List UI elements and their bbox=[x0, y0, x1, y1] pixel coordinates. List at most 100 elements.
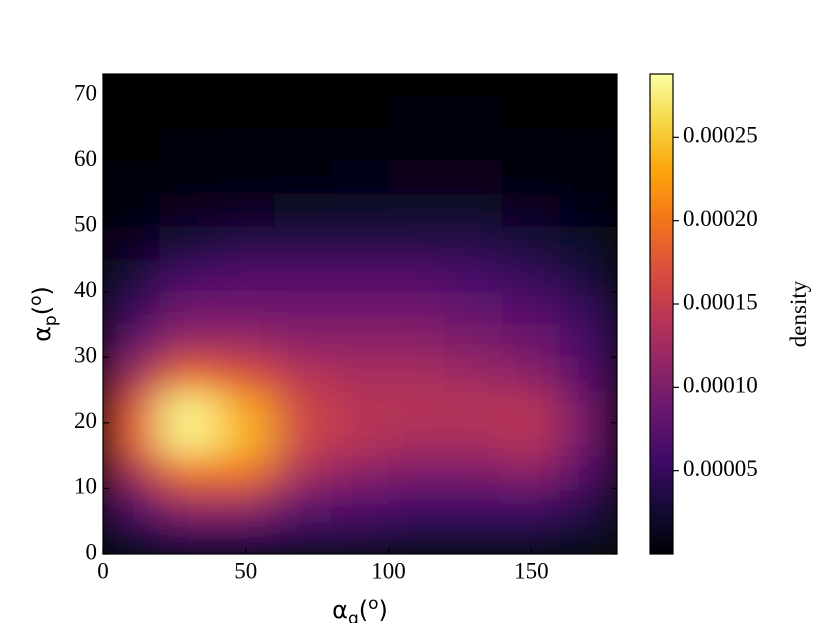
heatmap-cell bbox=[273, 160, 332, 194]
colorbar-tick-label: 0.00015 bbox=[683, 289, 758, 314]
y-tick-label: 60 bbox=[74, 146, 97, 171]
y-tick-label: 50 bbox=[74, 211, 97, 236]
heatmap-cell bbox=[388, 520, 447, 554]
heatmap-cell bbox=[216, 389, 275, 424]
heatmap-cell bbox=[445, 192, 504, 227]
heatmap-cell bbox=[502, 258, 561, 293]
heatmap-cell bbox=[159, 356, 218, 391]
heatmap-cell bbox=[159, 323, 218, 358]
heatmap-cell bbox=[388, 356, 447, 391]
heatmap-cell bbox=[559, 291, 617, 325]
heatmap-cell bbox=[330, 487, 390, 522]
heatmap-cell bbox=[216, 323, 275, 358]
heatmap-cell bbox=[559, 323, 617, 358]
x-label-paren: ( bbox=[359, 596, 368, 623]
heatmap-cell bbox=[388, 323, 447, 358]
heatmap-cell bbox=[330, 520, 390, 554]
heatmap-cell bbox=[330, 291, 390, 325]
heatmap-cell bbox=[103, 258, 161, 293]
heatmap-cell bbox=[559, 74, 617, 96]
y-tick-label: 20 bbox=[74, 408, 97, 433]
heatmap-cell bbox=[388, 127, 447, 162]
heatmap-cell bbox=[330, 258, 390, 293]
heatmap-cell bbox=[103, 74, 161, 96]
y-axis-label: αp(o) bbox=[26, 286, 61, 342]
heatmap-cell bbox=[330, 192, 390, 227]
heatmap-cell bbox=[330, 94, 390, 129]
heatmap-cell bbox=[559, 127, 617, 162]
heatmap-cell bbox=[216, 225, 275, 260]
heatmap-cell bbox=[103, 487, 161, 522]
heatmap-cell bbox=[445, 323, 504, 358]
heatmap-cell bbox=[103, 455, 161, 489]
x-tick-label: 150 bbox=[514, 558, 549, 583]
heatmap-cell bbox=[559, 422, 617, 457]
y-tick-label: 0 bbox=[86, 539, 98, 564]
heatmap-cell bbox=[330, 422, 390, 457]
colorbar-tick-label: 0.00010 bbox=[683, 373, 758, 398]
heatmap-cell bbox=[159, 74, 218, 96]
heatmap-cell bbox=[273, 225, 332, 260]
heatmap-cell bbox=[103, 192, 161, 227]
heatmap-cell bbox=[103, 356, 161, 391]
colorbar-tick-label: 0.00020 bbox=[683, 206, 758, 231]
heatmap-cell bbox=[273, 389, 332, 424]
heatmap-cell bbox=[273, 455, 332, 489]
heatmap-cell bbox=[159, 160, 218, 194]
heatmap-cell bbox=[330, 356, 390, 391]
heatmap-cells bbox=[103, 74, 617, 554]
heatmap-cell bbox=[559, 455, 617, 489]
heatmap-cell bbox=[559, 356, 617, 391]
heatmap-cell bbox=[502, 127, 561, 162]
heatmap-cell bbox=[216, 127, 275, 162]
heatmap-cell bbox=[330, 160, 390, 194]
heatmap bbox=[103, 74, 617, 554]
heatmap-cell bbox=[273, 356, 332, 391]
y-label-superscript: o bbox=[26, 295, 46, 305]
heatmap-cell bbox=[159, 225, 218, 260]
heatmap-cell bbox=[388, 160, 447, 194]
colorbar-tick-label: 0.00025 bbox=[683, 123, 758, 148]
colorbar bbox=[649, 73, 674, 555]
y-label-symbol: α bbox=[28, 326, 56, 342]
heatmap-cell bbox=[502, 323, 561, 358]
heatmap-cell bbox=[103, 127, 161, 162]
heatmap-cell bbox=[159, 487, 218, 522]
heatmap-cell bbox=[388, 291, 447, 325]
y-label-subscript: p bbox=[41, 315, 61, 326]
heatmap-cell bbox=[388, 192, 447, 227]
x-tick-label: 100 bbox=[371, 558, 406, 583]
heatmap-cell bbox=[216, 356, 275, 391]
heatmap-cell bbox=[103, 520, 161, 554]
heatmap-cell bbox=[445, 422, 504, 457]
heatmap-cell bbox=[159, 127, 218, 162]
colorbar-label: density bbox=[786, 280, 811, 347]
heatmap-cell bbox=[559, 258, 617, 293]
heatmap-cell bbox=[216, 74, 275, 96]
heatmap-cell bbox=[273, 487, 332, 522]
heatmap-cell bbox=[216, 487, 275, 522]
heatmap-cell bbox=[330, 74, 390, 96]
heatmap-cell bbox=[103, 422, 161, 457]
heatmap-cell bbox=[445, 356, 504, 391]
heatmap-cell bbox=[445, 225, 504, 260]
heatmap-cell bbox=[159, 520, 218, 554]
heatmap-cell bbox=[559, 225, 617, 260]
heatmap-cell bbox=[216, 258, 275, 293]
heatmap-cell bbox=[388, 422, 447, 457]
heatmap-cell bbox=[330, 127, 390, 162]
heatmap-cell bbox=[103, 291, 161, 325]
heatmap-cell bbox=[216, 455, 275, 489]
heatmap-cell bbox=[502, 389, 561, 424]
heatmap-cell bbox=[159, 389, 218, 424]
heatmap-cell bbox=[445, 258, 504, 293]
heatmap-cell bbox=[388, 94, 447, 129]
heatmap-cell bbox=[502, 356, 561, 391]
heatmap-cell bbox=[216, 192, 275, 227]
heatmap-cell bbox=[388, 389, 447, 424]
y-tick-label: 70 bbox=[74, 80, 97, 105]
heatmap-cell bbox=[273, 422, 332, 457]
heatmap-cell bbox=[273, 192, 332, 227]
heatmap-cell bbox=[103, 225, 161, 260]
y-tick-label: 40 bbox=[74, 277, 97, 302]
